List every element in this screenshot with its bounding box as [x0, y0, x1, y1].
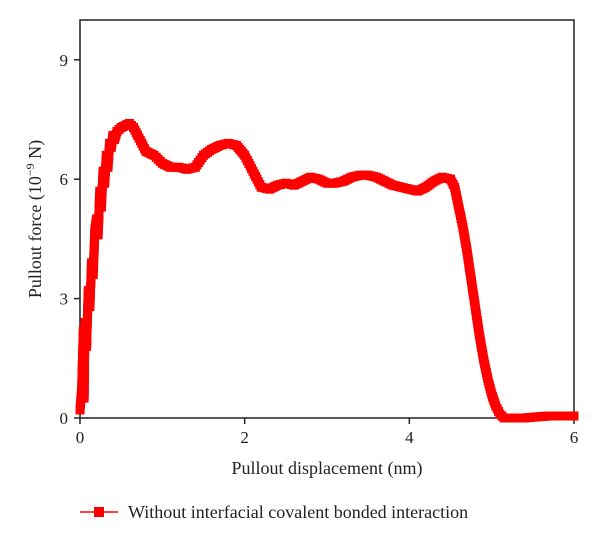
series-markers	[75, 119, 579, 423]
x-axis-title: Pullout displacement (nm)	[232, 458, 423, 479]
y-axis-title-tail: N)	[25, 140, 46, 164]
x-tick-label: 6	[570, 428, 579, 447]
series-line	[79, 122, 574, 419]
y-tick-label: 3	[60, 290, 69, 309]
y-tick-label: 6	[60, 170, 69, 189]
data-point	[569, 411, 579, 421]
y-tick-label: 9	[60, 51, 69, 70]
x-tick-label: 0	[76, 428, 85, 447]
legend: Without interfacial covalent bonded inte…	[80, 502, 468, 522]
legend-label: Without interfacial covalent bonded inte…	[128, 502, 468, 522]
axis-ticks: 0 2 4 6 0 3 6 9	[60, 51, 579, 447]
y-axis-title-main: Pullout force (10	[25, 176, 46, 298]
plot-area	[79, 19, 575, 419]
x-tick-label: 2	[240, 428, 249, 447]
series-layer	[75, 119, 579, 423]
legend-marker	[94, 507, 104, 517]
x-tick-label: 4	[405, 428, 414, 447]
y-axis-title-exponent: −9	[23, 163, 37, 176]
y-tick-label: 0	[60, 409, 69, 428]
y-axis-title: Pullout force (10−9 N)	[23, 140, 46, 298]
